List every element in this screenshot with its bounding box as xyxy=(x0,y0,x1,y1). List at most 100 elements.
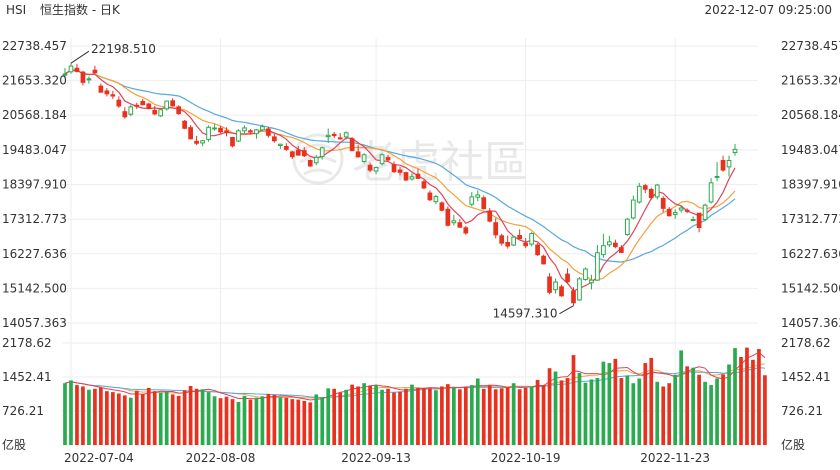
volume-bar xyxy=(386,388,390,445)
volume-bar xyxy=(194,388,199,445)
candle xyxy=(607,235,612,247)
volume-bar xyxy=(577,372,582,445)
candle-body xyxy=(648,189,654,199)
volume-bar xyxy=(374,385,378,445)
candle xyxy=(92,65,98,75)
candle-body xyxy=(660,197,666,209)
candle xyxy=(194,135,199,146)
candle xyxy=(110,90,116,99)
candle xyxy=(361,153,367,164)
volume-bar xyxy=(619,378,624,445)
candle xyxy=(140,98,146,106)
candle xyxy=(74,63,80,73)
candle-body xyxy=(493,222,499,236)
candle-body xyxy=(62,73,68,76)
x-tick-label: 2022-09-13 xyxy=(341,451,411,465)
volume-bar xyxy=(451,387,456,445)
candle xyxy=(397,166,403,176)
volume-bar xyxy=(733,348,737,445)
y-tick-right: 19483.047 xyxy=(781,143,840,157)
candle-body xyxy=(630,199,636,219)
candle-body xyxy=(266,128,271,136)
candle-body xyxy=(212,127,217,130)
candle xyxy=(439,201,445,212)
candle-body xyxy=(110,94,116,97)
candle xyxy=(152,105,158,116)
candle xyxy=(535,243,540,256)
candle xyxy=(571,287,576,306)
candle xyxy=(529,232,534,247)
y-tick-left: 19483.047 xyxy=(2,143,67,157)
y-tick-right: 21653.320 xyxy=(781,74,840,88)
candle-body xyxy=(242,127,247,132)
candle-body xyxy=(481,197,487,210)
volume-bar xyxy=(727,364,731,445)
candle xyxy=(726,155,732,177)
volume-bar xyxy=(422,388,426,445)
candle xyxy=(696,212,702,233)
high-label: 22198.510 xyxy=(91,42,156,56)
candle-body xyxy=(487,210,493,222)
volume-bar xyxy=(164,391,169,445)
candle xyxy=(654,183,660,200)
candle-body xyxy=(415,173,421,179)
volume-bar xyxy=(260,396,265,445)
volume-bar xyxy=(224,396,229,445)
candle xyxy=(337,133,343,140)
candle-body xyxy=(690,219,696,222)
y-tick-left: 21653.320 xyxy=(2,74,67,88)
candle-body xyxy=(301,150,307,157)
candle-body xyxy=(391,164,397,173)
volume-bar xyxy=(463,387,468,445)
volume-bar xyxy=(416,387,420,445)
volume-bar xyxy=(565,378,570,445)
candle-body xyxy=(236,130,241,142)
candle xyxy=(547,273,552,295)
volume-bar xyxy=(152,391,157,445)
candle xyxy=(248,128,253,135)
candle-body xyxy=(224,130,229,134)
candle-body xyxy=(684,209,690,212)
volume-bar xyxy=(410,384,414,445)
volume-tick-left: 亿股 xyxy=(2,437,26,452)
volume-bar xyxy=(673,374,678,445)
volume-bar xyxy=(146,387,151,445)
volume-bar xyxy=(308,402,313,445)
volume-bar xyxy=(356,386,360,445)
volume-bar xyxy=(105,391,109,445)
candle-body xyxy=(636,185,642,203)
candle xyxy=(373,166,379,175)
volume-bar xyxy=(715,378,719,445)
candle-body xyxy=(505,242,511,247)
candle xyxy=(720,155,726,172)
candle xyxy=(630,195,636,220)
volume-bar xyxy=(589,379,594,445)
volume-bar xyxy=(469,385,474,445)
candle xyxy=(559,284,564,297)
volume-bar xyxy=(128,397,133,445)
volume-bar xyxy=(248,399,253,445)
candle xyxy=(218,126,223,134)
candle-body xyxy=(618,247,624,253)
volume-bar xyxy=(655,381,660,445)
volume-tick-left: 726.21 xyxy=(2,404,44,418)
candle-body xyxy=(200,140,205,144)
volume-bar xyxy=(745,347,749,445)
candle xyxy=(212,124,217,131)
candle xyxy=(325,128,331,143)
volume-bar xyxy=(721,374,725,445)
volume-bar xyxy=(176,395,181,445)
candle xyxy=(732,143,738,156)
y-tick-left: 17312.773 xyxy=(2,212,67,226)
volume-bar xyxy=(709,385,713,445)
candle xyxy=(523,238,528,249)
candle xyxy=(427,190,433,202)
candle xyxy=(391,161,397,173)
candle-body xyxy=(194,140,199,144)
volume-bar xyxy=(493,389,498,445)
candle-body xyxy=(397,169,403,173)
candle xyxy=(188,125,193,140)
candle-body xyxy=(499,235,505,244)
volume-bar xyxy=(278,397,283,445)
